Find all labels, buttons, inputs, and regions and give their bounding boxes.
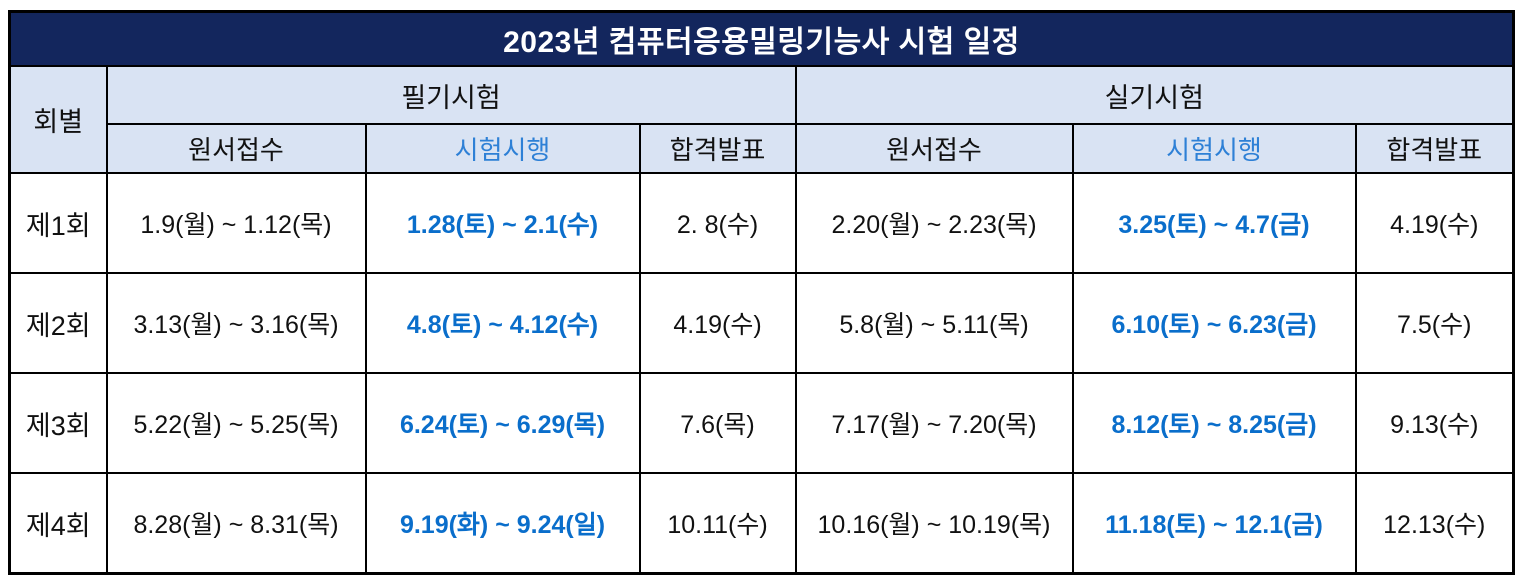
practical-application-period: 5.8(월) ~ 5.11(목) — [794, 272, 1074, 374]
written-exam-period: 6.24(토) ~ 6.29(목) — [364, 372, 641, 474]
written-application-period: 3.13(월) ~ 3.16(목) — [105, 272, 367, 374]
round-label: 제3회 — [8, 372, 108, 474]
written-exam-period: 9.19(화) ~ 9.24(일) — [364, 472, 641, 575]
header-practical-exam-date: 시험시행 — [1071, 123, 1357, 174]
header-written-announcement: 합격발표 — [638, 123, 797, 174]
practical-application-period: 10.16(월) ~ 10.19(목) — [794, 472, 1074, 575]
written-announcement-date: 10.11(수) — [638, 472, 797, 575]
header-round: 회별 — [8, 65, 108, 174]
practical-exam-period: 6.10(토) ~ 6.23(금) — [1071, 272, 1357, 374]
practical-announcement-date: 4.19(수) — [1354, 172, 1515, 274]
round-label: 제4회 — [8, 472, 108, 575]
round-label: 제2회 — [8, 272, 108, 374]
header-row-sub: 원서접수 시험시행 합격발표 원서접수 시험시행 합격발표 — [10, 123, 1515, 174]
practical-exam-period: 3.25(토) ~ 4.7(금) — [1071, 172, 1357, 274]
written-exam-period: 1.28(토) ~ 2.1(수) — [364, 172, 641, 274]
header-written-exam-group: 필기시험 — [105, 65, 797, 125]
written-announcement-date: 2. 8(수) — [638, 172, 797, 274]
header-written-exam-date: 시험시행 — [364, 123, 641, 174]
header-row-groups: 회별 필기시험 실기시험 — [8, 65, 1515, 174]
practical-application-period: 2.20(월) ~ 2.23(목) — [794, 172, 1074, 274]
practical-announcement-date: 12.13(수) — [1354, 472, 1515, 575]
written-announcement-date: 7.6(목) — [638, 372, 797, 474]
written-announcement-date: 4.19(수) — [638, 272, 797, 374]
exam-schedule-table: 2023년 컴퓨터응용밀링기능사 시험 일정 회별 필기시험 실기시험 원서접수… — [8, 10, 1515, 575]
practical-announcement-date: 7.5(수) — [1354, 272, 1515, 374]
header-written-application: 원서접수 — [105, 123, 367, 174]
practical-exam-period: 8.12(토) ~ 8.25(금) — [1071, 372, 1357, 474]
written-application-period: 1.9(월) ~ 1.12(목) — [105, 172, 367, 274]
title-row: 2023년 컴퓨터응용밀링기능사 시험 일정 — [8, 10, 1515, 67]
header-practical-exam-group: 실기시험 — [794, 65, 1515, 125]
practical-application-period: 7.17(월) ~ 7.20(목) — [794, 372, 1074, 474]
header-practical-announcement: 합격발표 — [1354, 123, 1515, 174]
practical-announcement-date: 9.13(수) — [1354, 372, 1515, 474]
written-application-period: 8.28(월) ~ 8.31(목) — [105, 472, 367, 575]
table-row-round-1: 제1회 1.9(월) ~ 1.12(목) 1.28(토) ~ 2.1(수) 2.… — [8, 172, 1515, 274]
written-exam-period: 4.8(토) ~ 4.12(수) — [364, 272, 641, 374]
practical-exam-period: 11.18(토) ~ 12.1(금) — [1071, 472, 1357, 575]
table-row-round-4: 제4회 8.28(월) ~ 8.31(목) 9.19(화) ~ 9.24(일) … — [8, 472, 1515, 575]
header-practical-application: 원서접수 — [794, 123, 1074, 174]
table-row-round-3: 제3회 5.22(월) ~ 5.25(목) 6.24(토) ~ 6.29(목) … — [8, 372, 1515, 474]
written-application-period: 5.22(월) ~ 5.25(목) — [105, 372, 367, 474]
page-title: 2023년 컴퓨터응용밀링기능사 시험 일정 — [8, 10, 1515, 67]
table-row-round-2: 제2회 3.13(월) ~ 3.16(목) 4.8(토) ~ 4.12(수) 4… — [8, 272, 1515, 374]
round-label: 제1회 — [8, 172, 108, 274]
